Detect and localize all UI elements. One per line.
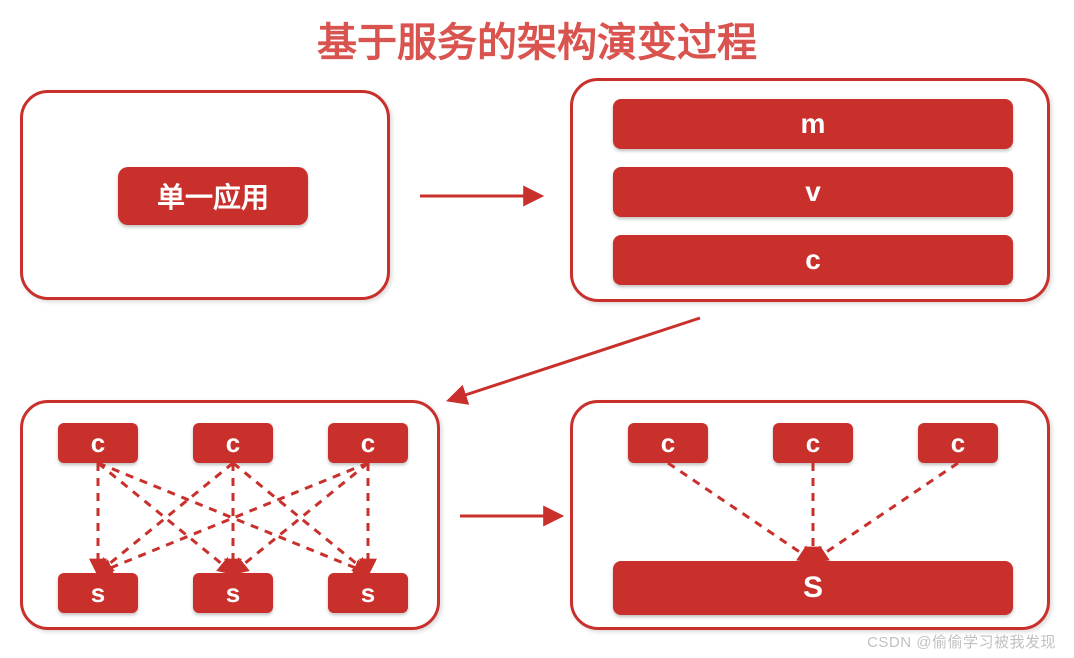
- panel-many-to-many: c c c s s s: [20, 400, 440, 630]
- diagram-title: 基于服务的架构演变过程: [0, 10, 1074, 68]
- node-p4_c1: c: [628, 423, 708, 463]
- node-p3_s3: s: [328, 573, 408, 613]
- node-c_single: 单一应用: [118, 167, 308, 225]
- panel-hub: c c c S: [570, 400, 1050, 630]
- panel-mvc: mvc: [570, 78, 1050, 302]
- node-c_v: v: [613, 167, 1013, 217]
- node-c_m: m: [613, 99, 1013, 149]
- node-p3_c3: c: [328, 423, 408, 463]
- node-p4_S: S: [613, 561, 1013, 615]
- node-p3_c2: c: [193, 423, 273, 463]
- node-p4_c3: c: [918, 423, 998, 463]
- node-p3_s2: s: [193, 573, 273, 613]
- panel-single-app: 单一应用: [20, 90, 390, 300]
- node-p3_c1: c: [58, 423, 138, 463]
- node-p4_c2: c: [773, 423, 853, 463]
- watermark: CSDN @偷偷学习被我发现: [867, 631, 1056, 652]
- node-p3_s1: s: [58, 573, 138, 613]
- node-c_c: c: [613, 235, 1013, 285]
